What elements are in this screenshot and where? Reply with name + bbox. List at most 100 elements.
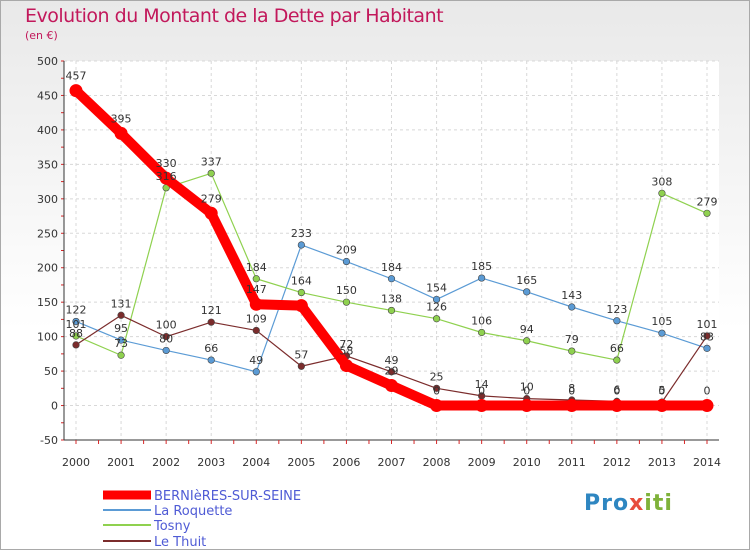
data-label: 66 (610, 342, 624, 355)
data-label: 57 (294, 348, 308, 361)
series-point (207, 356, 215, 364)
x-tick-label: 2007 (378, 456, 406, 469)
series-point (387, 275, 396, 283)
series-point (565, 399, 579, 413)
data-label: 184 (381, 261, 402, 274)
data-label: 100 (156, 319, 177, 332)
data-label: 123 (606, 303, 627, 316)
series-point (613, 317, 621, 325)
series-point (658, 189, 666, 197)
x-tick-label: 2009 (468, 456, 496, 469)
series-point (610, 399, 624, 413)
legend-label: Le Thuit (154, 535, 206, 549)
data-label: 49 (249, 354, 263, 367)
data-label: 164 (291, 275, 312, 288)
data-label: 395 (111, 112, 132, 125)
data-label: 14 (475, 378, 489, 391)
series-point (342, 298, 351, 306)
data-label: 5 (658, 384, 665, 397)
data-label: 209 (336, 244, 357, 257)
series-point (520, 399, 534, 413)
x-tick-label: 2014 (693, 456, 721, 469)
y-tick-label: 0 (51, 400, 58, 413)
y-tick-label: 100 (37, 331, 58, 344)
data-label: 101 (697, 318, 718, 331)
series-point (159, 171, 173, 185)
x-tick-label: 2001 (107, 456, 135, 469)
x-tick-label: 2002 (152, 456, 180, 469)
data-label: 185 (471, 260, 492, 273)
y-tick-label: 500 (37, 55, 58, 68)
y-tick-label: 450 (37, 89, 58, 102)
data-label: 147 (246, 283, 267, 296)
series-point (252, 326, 260, 335)
series-point (655, 399, 669, 413)
series-point (568, 347, 576, 355)
x-tick-label: 2006 (332, 456, 360, 469)
data-label: 126 (426, 301, 447, 314)
series-point (72, 341, 80, 349)
y-tick-label: 200 (37, 262, 58, 275)
data-label: 105 (651, 315, 672, 328)
logo-part-x: x (629, 491, 645, 516)
data-label: 279 (697, 195, 718, 208)
series-point (478, 274, 486, 282)
series-point (432, 295, 441, 304)
data-label: 279 (201, 192, 222, 205)
data-label: 138 (381, 292, 402, 305)
series-point (72, 332, 80, 340)
data-label: 0 (613, 385, 620, 398)
series-point (478, 328, 486, 337)
data-label: 0 (704, 385, 711, 398)
logo-part-iti: iti (644, 491, 673, 516)
data-label: 233 (291, 227, 312, 240)
series-point (703, 332, 711, 340)
series-point (613, 356, 621, 364)
data-label: 73 (114, 337, 128, 350)
data-label: 88 (69, 327, 83, 340)
data-label: 337 (201, 155, 222, 168)
series-point (204, 206, 218, 220)
x-tick-label: 2003 (197, 456, 225, 469)
data-label: 150 (336, 284, 357, 297)
data-label: 72 (339, 338, 353, 351)
data-label: 101 (66, 318, 87, 331)
y-tick-label: -50 (40, 434, 58, 447)
series-point (658, 329, 666, 337)
series-point (117, 351, 125, 359)
data-label: 308 (651, 175, 672, 188)
series-point (207, 318, 215, 326)
series-point (252, 368, 260, 376)
legend-label: La Roquette (154, 504, 232, 519)
data-label: 58 (339, 345, 353, 358)
series-point (297, 288, 305, 297)
series-point (207, 169, 215, 177)
data-label: 106 (471, 315, 492, 328)
series-point (387, 306, 396, 315)
y-tick-label: 250 (37, 227, 58, 240)
legend-label: Tosny (153, 519, 191, 534)
data-label: 94 (520, 323, 534, 336)
series-point (430, 399, 444, 413)
logo-part-pro: Pro (584, 491, 630, 516)
legend-label: BERNIèRES-SUR-SEINE (154, 489, 301, 504)
data-label: 165 (516, 274, 537, 287)
data-label: 95 (114, 322, 128, 335)
series-point (475, 399, 489, 413)
series-point (114, 126, 128, 140)
data-label: 121 (201, 304, 222, 317)
data-label: 0 (478, 385, 485, 398)
y-tick-label: 350 (37, 158, 58, 171)
data-label: 8 (568, 382, 575, 395)
data-label: 0 (433, 385, 440, 398)
data-label: 122 (66, 303, 87, 316)
series-point (249, 297, 263, 311)
x-tick-label: 2008 (423, 456, 451, 469)
series-point (162, 333, 170, 341)
data-label: 143 (561, 289, 582, 302)
series-point (294, 299, 308, 313)
data-label: 0 (658, 385, 665, 398)
series-point (432, 384, 441, 392)
